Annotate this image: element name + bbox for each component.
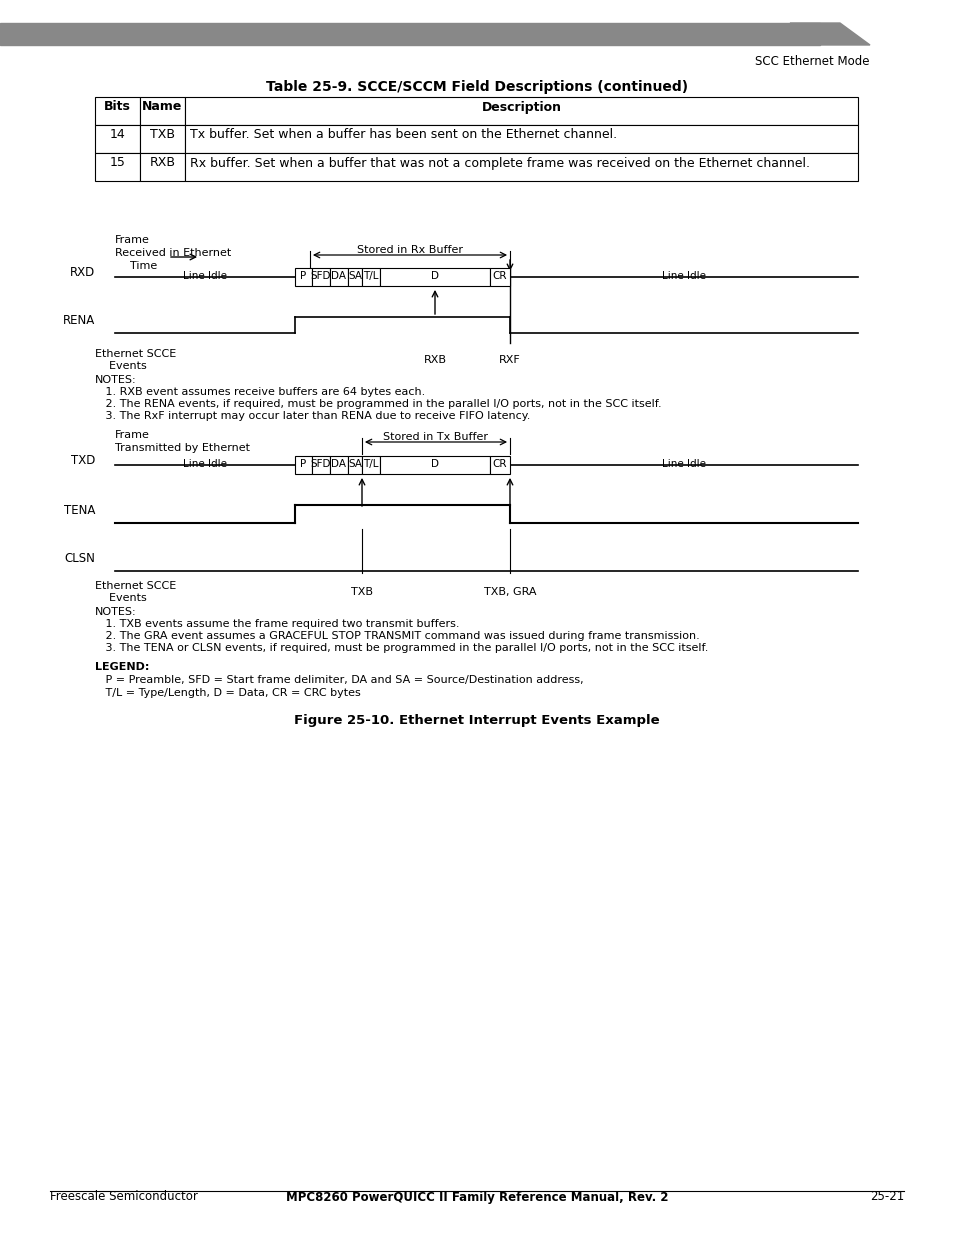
- Text: 2. The GRA event assumes a GRACEFUL STOP TRANSMIT command was issued during fram: 2. The GRA event assumes a GRACEFUL STOP…: [95, 631, 699, 641]
- Bar: [330, 268, 348, 287]
- Text: RXF: RXF: [498, 354, 520, 366]
- Bar: [294, 268, 312, 287]
- Bar: [294, 456, 312, 474]
- Text: DA: DA: [331, 270, 346, 282]
- Text: T/L: T/L: [363, 459, 378, 469]
- Text: Line Idle: Line Idle: [183, 270, 227, 282]
- Text: SA: SA: [348, 459, 361, 469]
- Text: TXD: TXD: [71, 454, 95, 468]
- Text: P = Preamble, SFD = Start frame delimiter, DA and SA = Source/Destination addres: P = Preamble, SFD = Start frame delimite…: [95, 676, 583, 685]
- Text: RXB: RXB: [423, 354, 446, 366]
- Bar: [185, 153, 857, 182]
- Text: 2. The RENA events, if required, must be programmed in the parallel I/O ports, n: 2. The RENA events, if required, must be…: [95, 399, 661, 409]
- Bar: [140, 125, 185, 153]
- Text: Freescale Semiconductor: Freescale Semiconductor: [50, 1191, 197, 1203]
- Text: Tx buffer. Set when a buffer has been sent on the Ethernet channel.: Tx buffer. Set when a buffer has been se…: [190, 128, 617, 142]
- Text: 1. RXB event assumes receive buffers are 64 bytes each.: 1. RXB event assumes receive buffers are…: [95, 387, 425, 396]
- Text: TENA: TENA: [64, 505, 95, 517]
- Text: Line Idle: Line Idle: [661, 270, 705, 282]
- Text: SCC Ethernet Mode: SCC Ethernet Mode: [755, 56, 869, 68]
- Text: Events: Events: [95, 593, 147, 603]
- Text: Stored in Rx Buffer: Stored in Rx Buffer: [356, 245, 462, 254]
- Text: Line Idle: Line Idle: [183, 459, 227, 469]
- Text: DA: DA: [331, 459, 346, 469]
- Text: RENA: RENA: [63, 315, 95, 327]
- Bar: [490, 268, 510, 287]
- Text: Frame: Frame: [115, 430, 150, 440]
- Text: Figure 25-10. Ethernet Interrupt Events Example: Figure 25-10. Ethernet Interrupt Events …: [294, 714, 659, 727]
- Bar: [361, 456, 379, 474]
- Text: 1. TXB events assume the frame required two transmit buffers.: 1. TXB events assume the frame required …: [95, 619, 459, 629]
- Text: RXD: RXD: [70, 267, 95, 279]
- Text: Name: Name: [142, 100, 182, 114]
- Text: LEGEND:: LEGEND:: [95, 662, 150, 672]
- Bar: [379, 456, 490, 474]
- Text: Description: Description: [481, 100, 561, 114]
- Polygon shape: [789, 23, 869, 44]
- Text: NOTES:: NOTES:: [95, 375, 136, 385]
- Bar: [185, 125, 857, 153]
- Text: Rx buffer. Set when a buffer that was not a complete frame was received on the E: Rx buffer. Set when a buffer that was no…: [190, 157, 809, 169]
- Bar: [330, 456, 348, 474]
- Text: Received in Ethernet: Received in Ethernet: [115, 248, 231, 258]
- Text: 3. The RxF interrupt may occur later than RENA due to receive FIFO latency.: 3. The RxF interrupt may occur later tha…: [95, 411, 530, 421]
- Text: Stored in Tx Buffer: Stored in Tx Buffer: [383, 432, 488, 442]
- Text: P: P: [300, 270, 306, 282]
- Text: Table 25-9. SCCE/SCCM Field Descriptions (continued): Table 25-9. SCCE/SCCM Field Descriptions…: [266, 80, 687, 94]
- Bar: [379, 268, 490, 287]
- Bar: [361, 268, 379, 287]
- Text: 25-21: 25-21: [869, 1191, 903, 1203]
- Bar: [140, 98, 185, 125]
- Text: 3. The TENA or CLSN events, if required, must be programmed in the parallel I/O : 3. The TENA or CLSN events, if required,…: [95, 643, 708, 653]
- Bar: [490, 456, 510, 474]
- Text: SFD: SFD: [311, 270, 331, 282]
- Text: RXB: RXB: [150, 157, 175, 169]
- Text: CR: CR: [493, 270, 507, 282]
- Text: Transmitted by Ethernet: Transmitted by Ethernet: [115, 443, 250, 453]
- Text: D: D: [431, 459, 438, 469]
- Text: CLSN: CLSN: [64, 552, 95, 566]
- Bar: [185, 98, 857, 125]
- Text: Bits: Bits: [104, 100, 131, 114]
- Text: Time: Time: [130, 261, 157, 270]
- Bar: [95, 125, 140, 153]
- Text: 15: 15: [110, 157, 125, 169]
- Text: T/L: T/L: [363, 270, 378, 282]
- Text: Events: Events: [95, 361, 147, 370]
- Text: Line Idle: Line Idle: [661, 459, 705, 469]
- Bar: [312, 456, 330, 474]
- Text: 14: 14: [110, 128, 125, 142]
- Bar: [348, 456, 361, 474]
- Text: TXB: TXB: [351, 587, 373, 597]
- Bar: [348, 268, 361, 287]
- Bar: [95, 98, 140, 125]
- Bar: [312, 268, 330, 287]
- Text: CR: CR: [493, 459, 507, 469]
- Bar: [0, 23, 820, 44]
- Text: TXB: TXB: [150, 128, 174, 142]
- Text: D: D: [431, 270, 438, 282]
- Text: TXB, GRA: TXB, GRA: [483, 587, 536, 597]
- Text: T/L = Type/Length, D = Data, CR = CRC bytes: T/L = Type/Length, D = Data, CR = CRC by…: [95, 688, 360, 698]
- Text: SA: SA: [348, 270, 361, 282]
- Text: NOTES:: NOTES:: [95, 606, 136, 618]
- Text: SFD: SFD: [311, 459, 331, 469]
- Text: MPC8260 PowerQUICC II Family Reference Manual, Rev. 2: MPC8260 PowerQUICC II Family Reference M…: [286, 1191, 667, 1203]
- Text: Ethernet SCCE: Ethernet SCCE: [95, 580, 176, 592]
- Bar: [140, 153, 185, 182]
- Text: P: P: [300, 459, 306, 469]
- Text: Ethernet SCCE: Ethernet SCCE: [95, 350, 176, 359]
- Text: Frame: Frame: [115, 235, 150, 245]
- Bar: [95, 153, 140, 182]
